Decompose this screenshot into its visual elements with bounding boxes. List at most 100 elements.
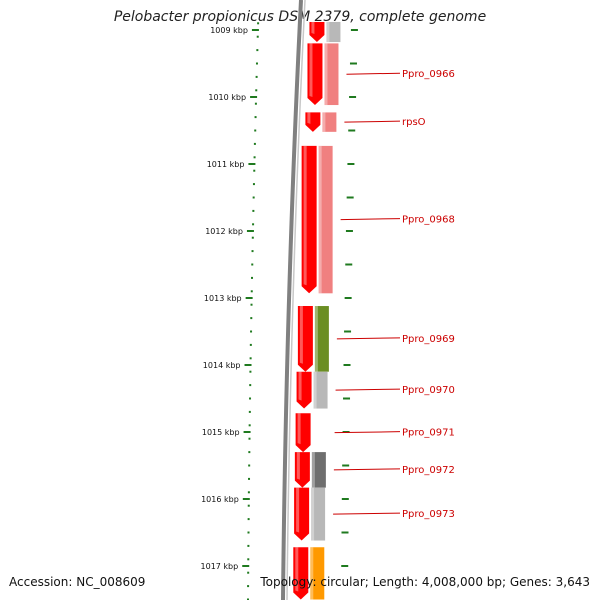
right-half-tick: [345, 263, 353, 266]
accession-text: Accession: NC_008609: [9, 575, 146, 589]
minor-tick-dot: [247, 504, 250, 507]
gene-label-leader: [344, 120, 401, 123]
gene-arrow: [294, 487, 310, 541]
gene-arrow: [293, 547, 309, 600]
gene-label: Ppro_0972: [402, 465, 455, 476]
minor-tick-dot: [253, 156, 256, 159]
minor-tick-dot: [254, 129, 257, 132]
cog-segment: [313, 371, 328, 409]
tick-label: 1012 kbp: [205, 227, 243, 236]
gene-label: Ppro_0973: [402, 509, 455, 520]
cog-segment: [318, 145, 333, 294]
gene-arrow: [307, 43, 323, 106]
cog-segment: [322, 112, 337, 132]
backbone-line: [281, 0, 303, 600]
right-tick: [344, 297, 352, 299]
major-tick: [248, 163, 256, 165]
right-half-tick: [343, 397, 351, 400]
cog-segment: [311, 487, 326, 541]
minor-tick-dot: [248, 451, 251, 454]
right-half-tick: [344, 330, 352, 333]
minor-tick-dot: [255, 62, 258, 65]
gene-arrow: [309, 21, 325, 43]
right-tick: [345, 230, 353, 232]
gene-arrow-shine: [297, 413, 301, 445]
minor-tick-dot: [251, 250, 254, 253]
gene-label-leader: [333, 512, 401, 515]
minor-tick-dot: [249, 370, 252, 373]
gene-arrow: [305, 112, 321, 132]
cog-segment-shine: [326, 21, 330, 43]
gene-arrow-shine: [309, 43, 313, 98]
cog-segment-shine: [324, 43, 328, 106]
minor-tick-dot: [256, 49, 259, 52]
gene-arrow-shine: [299, 306, 303, 364]
minor-tick-dot: [251, 236, 254, 239]
right-half-tick: [342, 464, 350, 467]
major-tick: [242, 565, 250, 567]
gene-label-leader: [334, 431, 401, 434]
minor-tick-dot: [255, 89, 258, 92]
backbone-highlight: [286, 0, 306, 600]
minor-tick-dot: [251, 276, 254, 279]
gene-label-leader: [333, 468, 401, 471]
gene-label-leader: [336, 337, 401, 340]
gene-label: Ppro_0968: [402, 215, 455, 226]
major-tick: [245, 297, 253, 299]
gene-label: Ppro_0970: [402, 385, 455, 396]
cog-segment-shine: [318, 145, 322, 294]
right-tick: [341, 565, 349, 567]
right-tick: [347, 163, 355, 165]
minor-tick-dot: [247, 531, 250, 534]
tick-label: 1010 kbp: [208, 93, 246, 102]
cog-segment-shine: [322, 112, 326, 132]
tick-label: 1017 kbp: [201, 562, 239, 571]
right-tick: [350, 29, 358, 31]
minor-tick-dot: [247, 571, 250, 574]
minor-tick-dot: [249, 384, 252, 387]
major-tick: [246, 230, 254, 232]
cog-segment-shine: [310, 547, 314, 600]
minor-tick-dot: [251, 263, 254, 266]
minor-tick-dot: [248, 437, 251, 440]
minor-tick-dot: [247, 518, 250, 521]
right-half-tick: [348, 129, 356, 132]
gene-label: rpsO: [402, 117, 426, 128]
gene-arrow: [297, 306, 313, 372]
major-tick: [242, 498, 250, 500]
tick-label: 1013 kbp: [204, 294, 242, 303]
minor-tick-dot: [252, 209, 255, 212]
cog-segment: [324, 43, 339, 106]
tick-label: 1016 kbp: [201, 495, 239, 504]
minor-tick-dot: [252, 196, 255, 199]
gene-label-leader: [340, 218, 401, 221]
tick-label: 1009 kbp: [210, 26, 248, 35]
minor-tick-dots: [247, 22, 260, 600]
cog-segment-shine: [314, 306, 318, 372]
minor-tick-dot: [249, 397, 252, 400]
minor-tick-dot: [247, 491, 250, 494]
major-tick: [243, 431, 251, 433]
minor-tick-dot: [257, 22, 260, 25]
cog-segment: [326, 21, 341, 43]
major-tick: [251, 29, 259, 31]
tick-label: 1014 kbp: [203, 361, 241, 370]
gene-arrow-shine: [311, 21, 315, 35]
gene-arrow-shine: [303, 145, 307, 286]
genome-backbone: [281, 0, 306, 600]
minor-tick-dot: [247, 558, 250, 561]
gene-track: [293, 21, 325, 600]
major-tick: [250, 96, 258, 98]
minor-tick-dot: [248, 477, 251, 480]
cog-segment: [310, 547, 325, 600]
minor-tick-dot: [256, 35, 259, 38]
minor-tick-dot: [252, 223, 255, 226]
minor-tick-dot: [247, 598, 250, 600]
minor-tick-dot: [253, 142, 256, 145]
gene-label: Ppro_0969: [402, 334, 455, 345]
gene-label: Ppro_0971: [402, 428, 455, 439]
gene-arrow-shine: [296, 452, 300, 480]
cog-segment-shine: [311, 452, 315, 488]
genome-summary: Topology: circular; Length: 4,008,000 bp…: [260, 575, 590, 589]
major-tick: [244, 364, 252, 366]
